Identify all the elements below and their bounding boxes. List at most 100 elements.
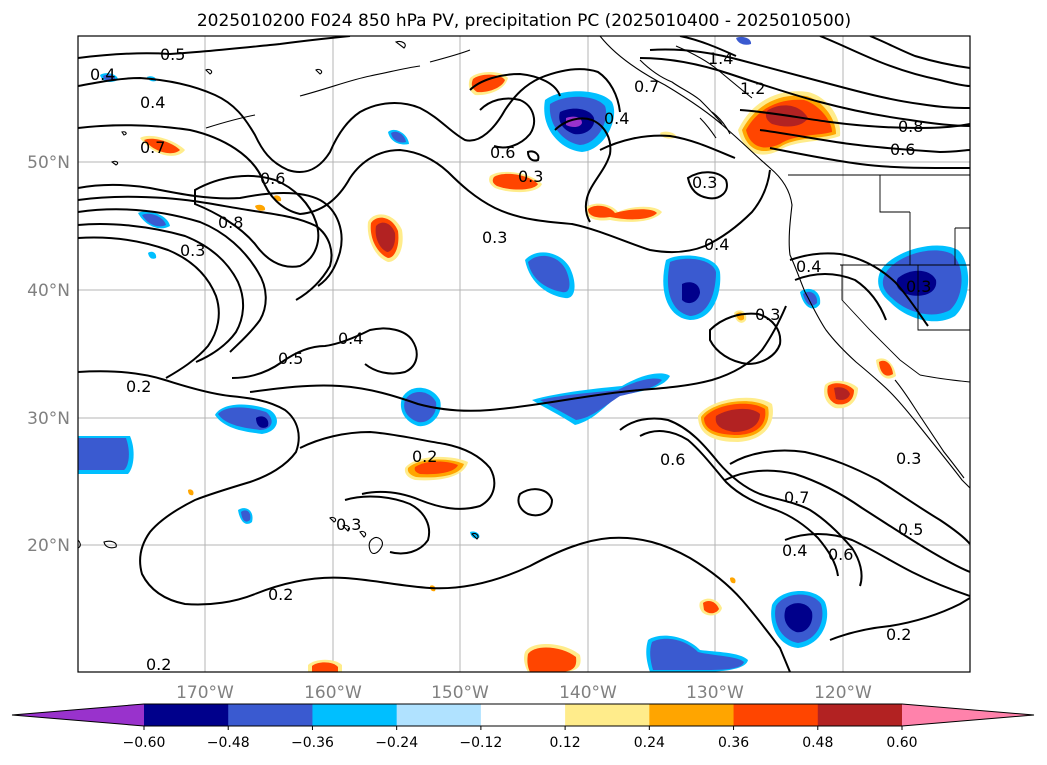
contour-0.6 <box>78 195 333 301</box>
contour-label: 0.3 <box>336 515 361 534</box>
positive-precip-anomalies <box>140 72 896 672</box>
contour-label: 0.6 <box>890 140 915 159</box>
colorbar-tick-label: 0.48 <box>802 735 833 751</box>
colorbar-segment <box>733 704 819 726</box>
contour-label: 1.4 <box>708 49 733 68</box>
contour-label: 0.3 <box>692 173 717 192</box>
colorbar-tick-label: 0.60 <box>886 735 917 751</box>
map-panel: 0.5 0.4 0.4 0.7 0.6 0.8 0.3 0.3 0.2 0.5 … <box>78 36 970 674</box>
colorbar-segment <box>565 704 650 726</box>
contour-0.7 <box>78 184 343 287</box>
contour-label: 0.3 <box>755 305 780 324</box>
negative-precip-anomalies <box>78 36 969 672</box>
contour-labels: 0.5 0.4 0.4 0.7 0.6 0.8 0.3 0.3 0.2 0.5 … <box>90 45 931 674</box>
contour-label: 0.4 <box>338 329 363 348</box>
contour-label: 0.4 <box>782 541 807 560</box>
colorbar-extend-max <box>902 704 1034 726</box>
contour-label: 0.4 <box>604 109 629 128</box>
state-borders <box>788 174 970 383</box>
contour-1.4 <box>649 48 970 109</box>
lat-label: 30°N <box>27 409 70 429</box>
contour-0.2-se <box>829 597 970 641</box>
lat-label: 50°N <box>27 153 70 173</box>
colorbar-segment <box>649 704 735 726</box>
contour-label: 0.8 <box>898 117 923 136</box>
colorbar-tick-label: −0.12 <box>459 735 502 751</box>
contour-label: 0.5 <box>160 45 185 64</box>
contour-0.2-south <box>254 536 791 672</box>
lon-label: 140°W <box>559 683 617 703</box>
contour-label: 0.7 <box>140 138 165 157</box>
contour-label: 1.2 <box>740 79 765 98</box>
contour-label: 0.2 <box>412 447 437 466</box>
contour-0.5-north <box>78 36 351 59</box>
lon-label: 150°W <box>431 683 489 703</box>
contour-label: 0.5 <box>898 520 923 539</box>
colorbar-segment <box>480 704 566 726</box>
contour-label: 0.3 <box>180 241 205 260</box>
contour-label: 0.2 <box>146 655 171 674</box>
colorbar-extend-min <box>12 704 144 726</box>
contour-0.3-large <box>78 124 771 254</box>
contour-0.8 <box>194 174 320 268</box>
contour-0.5-east <box>729 449 970 545</box>
contour-0.2-west <box>78 370 300 606</box>
contour-label: 0.3 <box>896 449 921 468</box>
contour-label: 0.3 <box>482 228 507 247</box>
contour-label: 0.2 <box>886 625 911 644</box>
contour-0.6-ne <box>759 129 970 154</box>
contour-label: 0.2 <box>126 377 151 396</box>
contour-label: 0.6 <box>660 450 685 469</box>
colorbar-tick-label: 0.36 <box>718 735 749 751</box>
colorbar-tick-label: 0.12 <box>550 735 581 751</box>
lon-label: 120°W <box>814 683 872 703</box>
colorbar-segment <box>817 704 903 726</box>
contour-0.4-mid <box>231 327 418 379</box>
contour-0.8-ne <box>739 109 970 130</box>
colorbar-tick-label: −0.24 <box>375 735 418 751</box>
contour-label: 0.8 <box>218 213 243 232</box>
contour-0.6-29n <box>619 417 863 587</box>
lon-label: 170°W <box>176 683 234 703</box>
colorbar-segment <box>396 704 482 726</box>
colorbar-tick-label: −0.48 <box>207 735 250 751</box>
hawaii-islands <box>329 516 383 555</box>
lon-label: 160°W <box>304 683 362 703</box>
pv-contours <box>78 36 970 672</box>
contour-0.4-ca <box>789 252 929 327</box>
lat-label: 40°N <box>27 281 70 301</box>
lon-label: 130°W <box>686 683 744 703</box>
contour-label: 0.3 <box>518 167 543 186</box>
colorbar-segment <box>228 704 313 726</box>
lat-label: 20°N <box>27 536 70 556</box>
colorbar-tick-label: 0.24 <box>634 735 665 751</box>
contour-label: 0.4 <box>796 257 821 276</box>
colorbar: −0.60 −0.48 −0.36 −0.24 −0.12 0.12 0.24 0.36 0.4… <box>11 703 1035 751</box>
north-america-coast <box>599 36 970 489</box>
contour-label: 0.4 <box>90 65 115 84</box>
contour-label: 0.2 <box>268 585 293 604</box>
contour-label: 0.6 <box>828 545 853 564</box>
contour-label: 0.6 <box>260 169 285 188</box>
longitude-labels: 170°W 160°W 150°W 140°W 130°W 120°W <box>176 683 872 703</box>
colorbar-tick-label: −0.60 <box>123 735 166 751</box>
contour-label: 0.7 <box>784 488 809 507</box>
colorbar-tick-label: −0.36 <box>291 735 334 751</box>
contour-0.4-se <box>784 533 970 597</box>
contour-label: 0.7 <box>634 77 659 96</box>
contour-0.3-east <box>709 312 782 366</box>
contour-label: 0.3 <box>906 277 931 296</box>
contour-label: 0.4 <box>140 93 165 112</box>
contour-0.3-central <box>249 305 787 412</box>
colorbar-segment <box>144 704 229 726</box>
map-frame <box>77 35 971 673</box>
contour-0.2-central <box>299 430 496 510</box>
figure-title: 2025010200 F024 850 hPa PV, precipitatio… <box>197 11 851 31</box>
baja-coast <box>894 379 965 479</box>
colorbar-segment <box>312 704 398 726</box>
coastlines <box>78 36 970 555</box>
contour-0.7-inner <box>639 430 839 577</box>
contour-label: 0.5 <box>278 349 303 368</box>
contour-0.5-mid <box>78 208 267 353</box>
